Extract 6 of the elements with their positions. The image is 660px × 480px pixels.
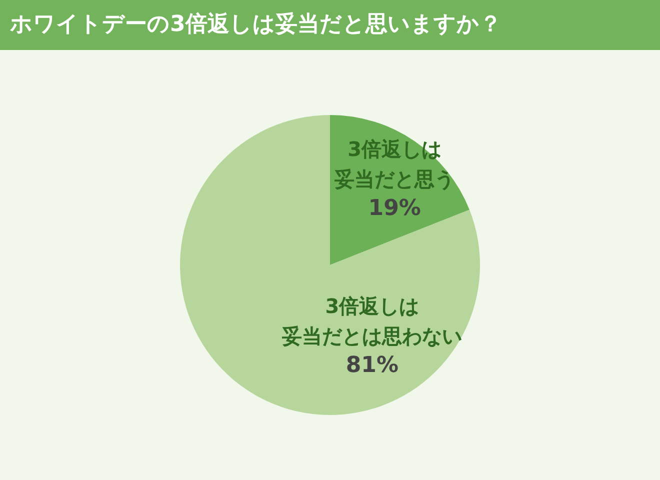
data-label: 19%: [368, 196, 421, 221]
slice-label: 3倍返しは妥当だとは思わない: [281, 294, 462, 348]
chart-title: ホワイトデーの3倍返しは妥当だと思いますか？: [0, 0, 660, 50]
data-label: 81%: [346, 353, 398, 378]
slice-label: 3倍返しは妥当だと思う: [334, 136, 455, 191]
pie-slice: [180, 115, 480, 415]
